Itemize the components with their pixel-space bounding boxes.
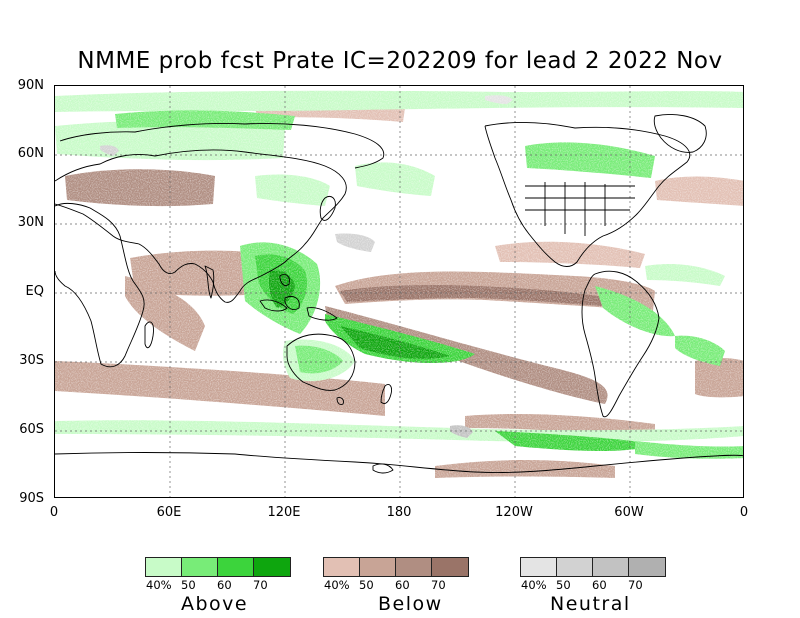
legend-above-swatch-40 xyxy=(146,558,182,576)
legend-neutral-swatch-50 xyxy=(557,558,593,576)
lon-label-0: 0 xyxy=(49,505,59,520)
legend-below-tick: 60 xyxy=(395,578,410,592)
legend-neutral-swatch-40 xyxy=(521,558,557,576)
map-title: NMME prob fcst Prate IC=202209 for lead … xyxy=(77,48,723,74)
forecast-map xyxy=(54,85,744,498)
lat-label-60s: 60S xyxy=(19,422,44,437)
legend-below-swatch-50 xyxy=(360,558,396,576)
graticule xyxy=(55,86,743,497)
lon-label-180: 180 xyxy=(386,505,412,520)
legend-below-swatch-40 xyxy=(324,558,360,576)
lon-label-60w: 60W xyxy=(614,505,644,520)
lon-label-60e: 60E xyxy=(156,505,182,520)
legend-above-swatch-60 xyxy=(218,558,254,576)
lat-label-90n: 90N xyxy=(17,78,44,93)
legend-neutral-tick: 40% xyxy=(521,578,547,592)
coastlines xyxy=(55,114,743,474)
legend-neutral: 40% 50 60 70 xyxy=(520,557,666,592)
lat-label-90s: 90S xyxy=(19,491,44,506)
legend-below-label: Below xyxy=(378,593,443,615)
lon-label-120e: 120E xyxy=(267,505,301,520)
lat-label-30n: 30N xyxy=(17,215,44,230)
legend-above-tick: 70 xyxy=(253,578,268,592)
lon-label-120w: 120W xyxy=(495,505,533,520)
legend-below-tick: 70 xyxy=(431,578,446,592)
legend-neutral-swatch-60 xyxy=(593,558,629,576)
legend-below-swatch-60 xyxy=(396,558,432,576)
lat-label-30s: 30S xyxy=(19,353,44,368)
legend-above: 40% 50 60 70 xyxy=(145,557,291,592)
legend-neutral-tick: 50 xyxy=(556,578,571,592)
legend-above-tick: 50 xyxy=(181,578,196,592)
legend-below: 40% 50 60 70 xyxy=(323,557,469,592)
lat-label-eq: EQ xyxy=(25,284,44,299)
legend-neutral-tick: 70 xyxy=(628,578,643,592)
legend-below-tick: 50 xyxy=(359,578,374,592)
legend-below-tick: 40% xyxy=(324,578,350,592)
legend-below-swatch-70 xyxy=(432,558,468,576)
legend-above-tick: 60 xyxy=(217,578,232,592)
legend-neutral-tick: 60 xyxy=(592,578,607,592)
legend-above-swatch-50 xyxy=(182,558,218,576)
lat-label-60n: 60N xyxy=(17,146,44,161)
lon-label-0-end: 0 xyxy=(739,505,749,520)
legend-neutral-swatch-70 xyxy=(629,558,665,576)
legend-above-swatch-70 xyxy=(254,558,290,576)
legend-neutral-label: Neutral xyxy=(550,593,631,615)
legend-above-label: Above xyxy=(181,593,249,615)
legend-above-tick: 40% xyxy=(146,578,172,592)
